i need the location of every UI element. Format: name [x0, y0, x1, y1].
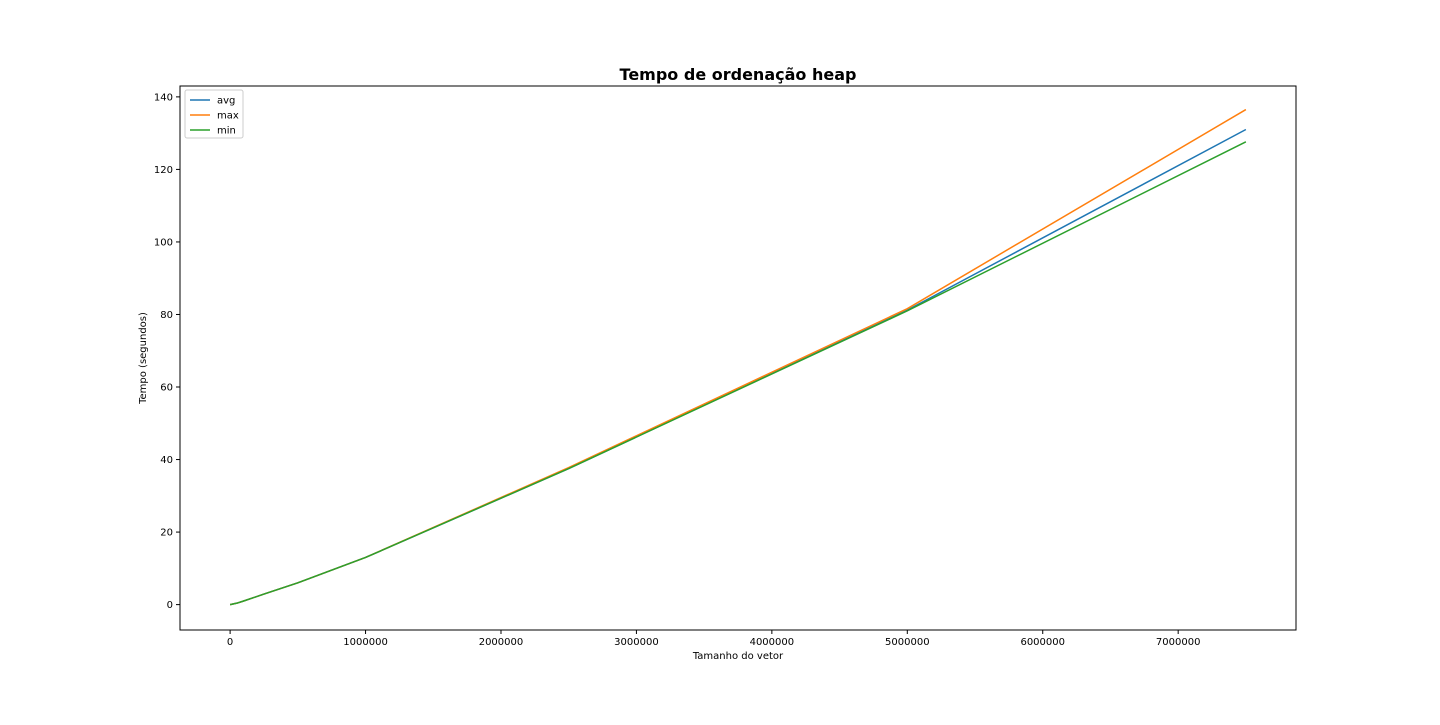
x-tick-label: 1000000: [343, 637, 388, 648]
y-axis-label: Tempo (segundos): [138, 312, 149, 405]
plot-area-frame: [179, 85, 1297, 631]
x-tick-label: 4000000: [750, 637, 795, 648]
y-tick-label: 0: [167, 600, 173, 611]
y-tick-label: 100: [154, 237, 173, 248]
series-line-min: [229, 141, 1247, 606]
x-tick-label: 0: [227, 637, 233, 648]
x-axis-ticks: 0 1000000 2000000 3000000 4000000 5000000 6000…: [227, 630, 1201, 648]
legend-label-avg: avg: [217, 96, 235, 107]
legend-box: [184, 89, 244, 139]
series-line-max: [229, 108, 1247, 606]
y-tick-label: 80: [160, 310, 173, 321]
x-tick-label: 3000000: [614, 637, 659, 648]
series-lines: [229, 108, 1247, 606]
chart-title: Tempo de ordenação heap: [620, 65, 857, 84]
y-tick-label: 120: [154, 165, 173, 176]
x-tick-label: 6000000: [1020, 637, 1065, 648]
legend-label-min: min: [217, 126, 236, 137]
legend: avg max min: [184, 89, 244, 139]
y-tick-label: 20: [160, 528, 173, 539]
y-tick-label: 140: [154, 92, 173, 103]
y-tick-label: 40: [160, 455, 173, 466]
y-tick-label: 60: [160, 383, 173, 394]
x-tick-label: 5000000: [885, 637, 930, 648]
x-tick-label: 7000000: [1156, 637, 1201, 648]
legend-label-max: max: [217, 111, 239, 122]
y-axis-ticks: 0 20 40 60 80 100 120 140: [154, 92, 180, 611]
series-line-avg: [229, 128, 1247, 606]
x-tick-label: 2000000: [479, 637, 524, 648]
legend-items: avg max min: [190, 96, 239, 137]
x-axis-label: Tamanho do vetor: [692, 651, 784, 662]
